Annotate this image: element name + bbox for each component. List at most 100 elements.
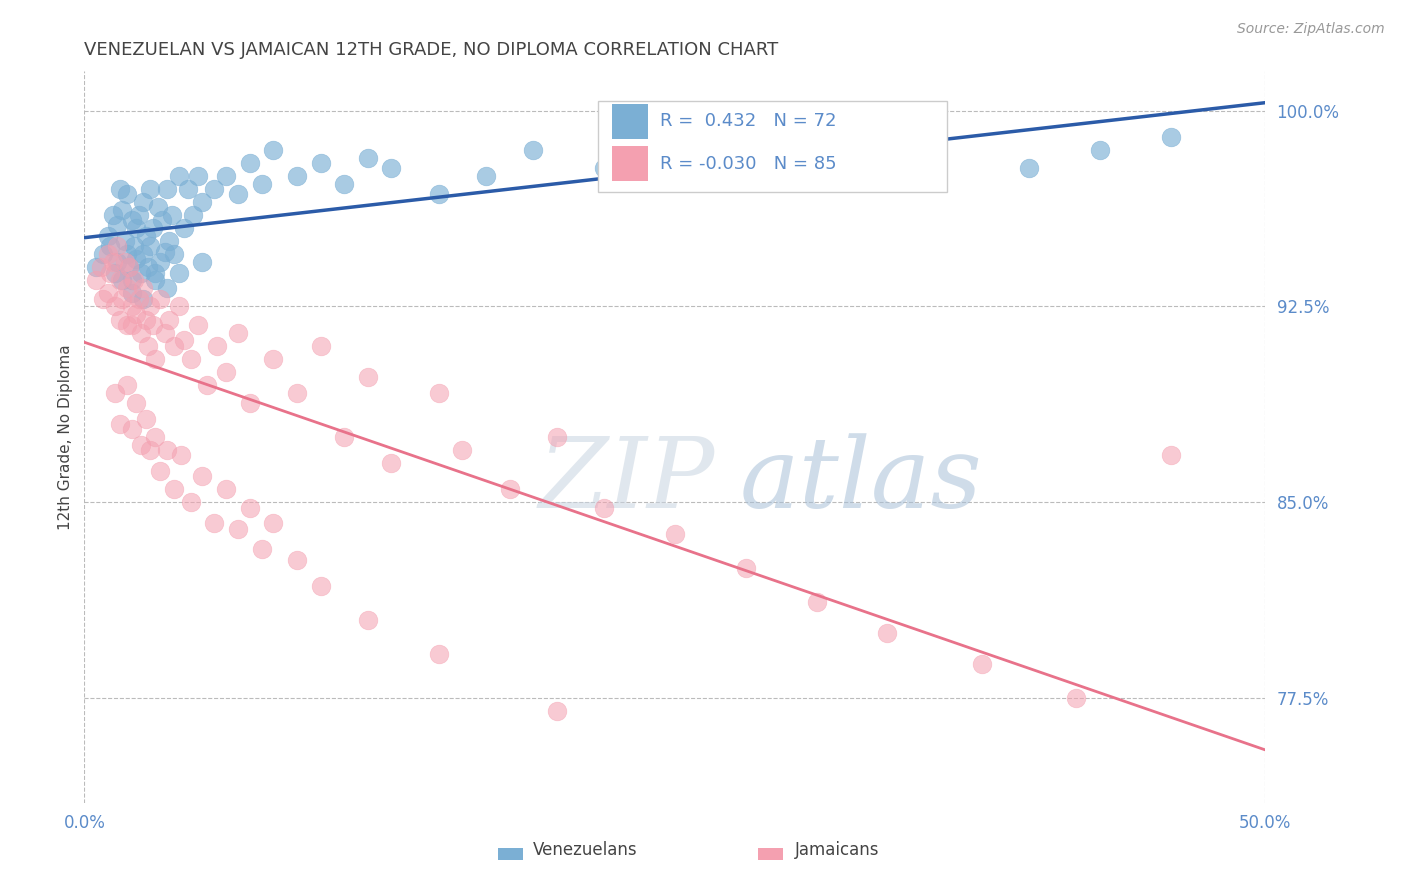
Text: Source: ZipAtlas.com: Source: ZipAtlas.com [1237, 22, 1385, 37]
Point [427, 385, 450, 400]
Point [170, 448, 193, 462]
Point [98, 239, 121, 253]
Point [309, 339, 332, 353]
Point [239, 500, 262, 515]
Point [122, 273, 145, 287]
Point [104, 266, 127, 280]
Point [830, 155, 852, 169]
Point [205, 339, 228, 353]
Point [167, 300, 190, 314]
Point [309, 155, 332, 169]
Point [101, 208, 124, 222]
Point [163, 247, 186, 261]
Point [262, 143, 284, 157]
Point [121, 300, 143, 314]
Point [156, 182, 179, 196]
Point [451, 443, 474, 458]
Point [522, 143, 544, 157]
Point [84, 260, 107, 275]
Point [876, 626, 898, 640]
Point [924, 169, 946, 183]
Point [125, 221, 148, 235]
Point [173, 334, 195, 348]
Point [91, 247, 114, 261]
Point [149, 255, 172, 269]
Point [122, 239, 145, 253]
Point [380, 456, 402, 470]
Point [143, 430, 166, 444]
Y-axis label: 12th Grade, No Diploma: 12th Grade, No Diploma [58, 344, 73, 530]
Point [215, 169, 238, 183]
Point [593, 500, 616, 515]
Point [309, 579, 332, 593]
Text: VENEZUELAN VS JAMAICAN 12TH GRADE, NO DIPLOMA CORRELATION CHART: VENEZUELAN VS JAMAICAN 12TH GRADE, NO DI… [84, 41, 779, 59]
Point [285, 385, 308, 400]
Point [121, 273, 143, 287]
Point [150, 213, 173, 227]
Point [129, 326, 152, 340]
Point [129, 438, 152, 452]
Point [664, 526, 686, 541]
Point [136, 260, 159, 275]
Point [132, 292, 155, 306]
Point [139, 239, 162, 253]
Point [758, 143, 780, 157]
Point [167, 266, 190, 280]
Point [104, 300, 127, 314]
Point [135, 229, 157, 244]
Point [115, 281, 138, 295]
Point [107, 219, 129, 233]
Point [136, 339, 159, 353]
Point [143, 273, 166, 287]
Point [806, 594, 828, 608]
Point [107, 255, 129, 269]
Point [167, 169, 190, 183]
Point [156, 281, 179, 295]
Point [250, 542, 273, 557]
Point [1088, 143, 1111, 157]
Point [139, 182, 162, 196]
Point [97, 247, 120, 261]
Point [285, 169, 308, 183]
Point [129, 266, 152, 280]
Point [91, 292, 114, 306]
Point [125, 252, 148, 267]
Point [333, 430, 356, 444]
Point [157, 234, 180, 248]
Point [195, 377, 218, 392]
Point [118, 260, 141, 275]
Point [546, 430, 568, 444]
Point [108, 273, 131, 287]
Point [1160, 448, 1182, 462]
Point [135, 411, 157, 425]
Point [139, 443, 162, 458]
Point [101, 255, 124, 269]
Point [132, 194, 155, 209]
Point [104, 385, 127, 400]
Point [380, 161, 402, 175]
Point [250, 177, 273, 191]
Point [115, 247, 138, 261]
Text: R =  0.432   N = 72: R = 0.432 N = 72 [659, 112, 837, 130]
Point [333, 177, 356, 191]
Bar [498, 848, 523, 860]
Point [143, 351, 166, 366]
Point [163, 483, 186, 497]
Text: R = -0.030   N = 85: R = -0.030 N = 85 [659, 154, 837, 172]
Point [118, 260, 141, 275]
Point [262, 516, 284, 531]
Point [149, 292, 172, 306]
Point [114, 234, 136, 248]
Point [734, 560, 756, 574]
Point [111, 273, 134, 287]
Point [1160, 129, 1182, 144]
Point [111, 202, 134, 217]
Point [215, 483, 238, 497]
Point [160, 208, 183, 222]
Point [139, 300, 162, 314]
Point [121, 422, 143, 436]
Point [427, 647, 450, 661]
Point [108, 417, 131, 431]
Point [239, 396, 262, 410]
Point [153, 326, 176, 340]
